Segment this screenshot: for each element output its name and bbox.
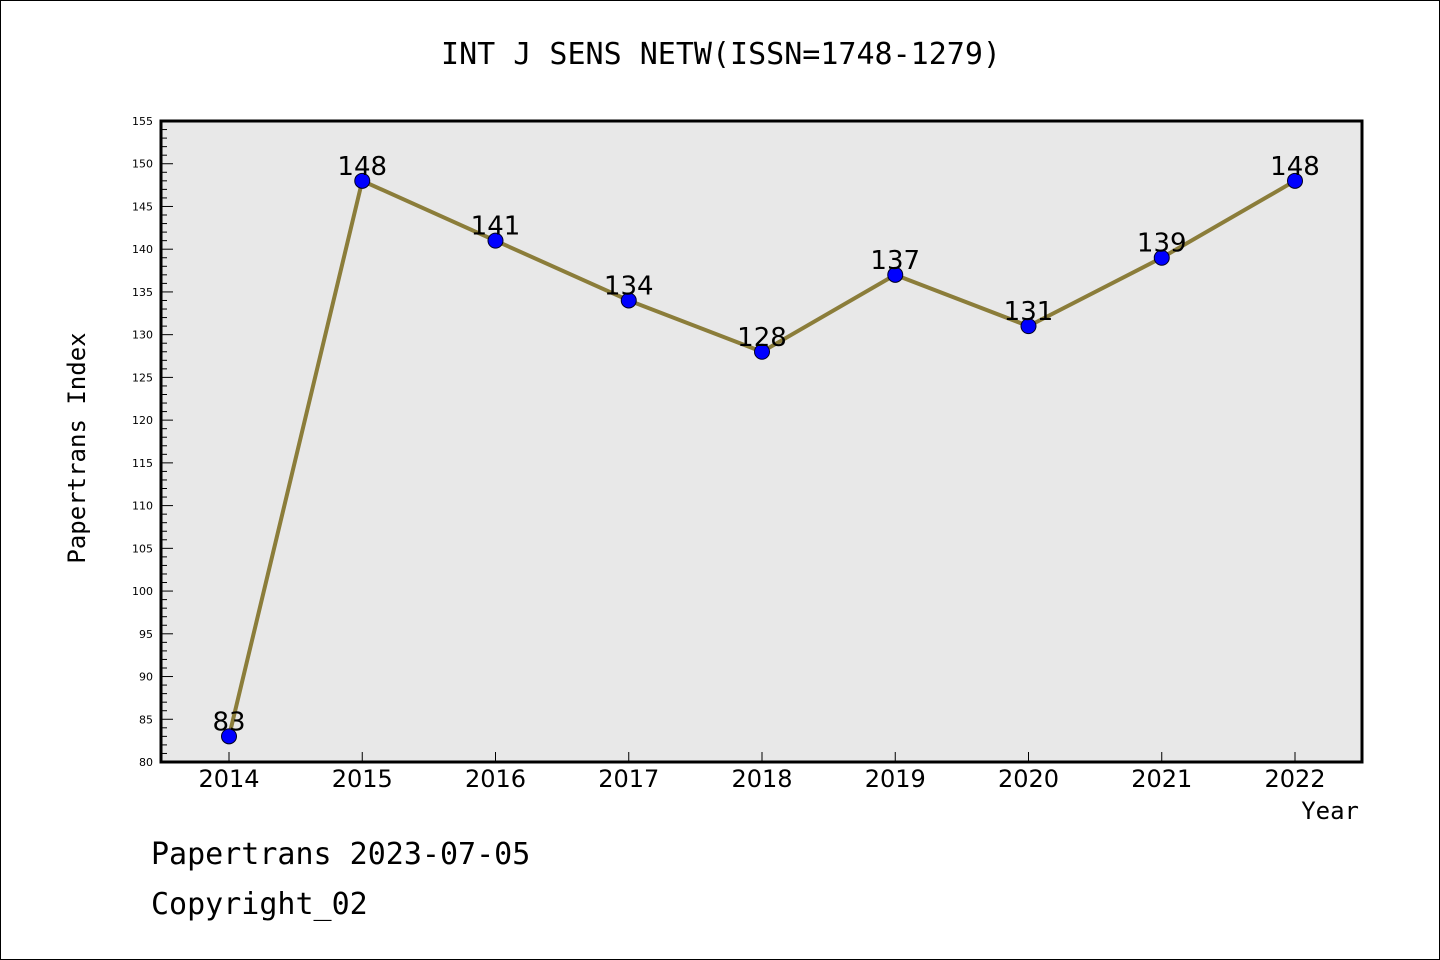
y-tick-label: 90 bbox=[139, 671, 153, 684]
footer-copyright: Copyright_02 bbox=[151, 887, 368, 922]
y-tick-label: 155 bbox=[132, 115, 153, 128]
x-tick-label: 2018 bbox=[731, 765, 792, 793]
y-tick-label: 125 bbox=[132, 371, 153, 384]
footer-date: Papertrans 2023-07-05 bbox=[151, 837, 531, 872]
y-tick-label: 100 bbox=[132, 585, 153, 598]
plot-background bbox=[161, 121, 1362, 762]
data-point bbox=[620, 292, 637, 309]
data-point bbox=[487, 232, 504, 249]
data-label: 128 bbox=[737, 323, 787, 353]
data-label: 148 bbox=[1270, 152, 1320, 182]
x-tick-label: 2016 bbox=[465, 765, 526, 793]
data-point bbox=[754, 343, 770, 360]
y-tick-label: 105 bbox=[132, 542, 153, 555]
data-label: 141 bbox=[471, 212, 521, 242]
y-tick-label: 150 bbox=[132, 158, 153, 171]
x-tick-label: 2015 bbox=[332, 765, 393, 793]
plot-border bbox=[159, 119, 1364, 764]
y-tick-label: 80 bbox=[139, 756, 153, 769]
data-label: 137 bbox=[870, 246, 920, 276]
data-point bbox=[1020, 318, 1037, 335]
data-label: 131 bbox=[1004, 297, 1054, 327]
data-point bbox=[1287, 172, 1303, 189]
data-label: 139 bbox=[1137, 229, 1187, 259]
data-point bbox=[221, 728, 237, 745]
data-point bbox=[887, 266, 904, 283]
y-tick-label: 140 bbox=[132, 243, 153, 256]
data-label: 83 bbox=[212, 707, 245, 737]
x-tick-label: 2020 bbox=[998, 765, 1059, 793]
x-tick-label: 2019 bbox=[865, 765, 926, 793]
x-axis-label: Year bbox=[1301, 797, 1359, 825]
y-tick-label: 145 bbox=[132, 200, 153, 213]
data-label: 148 bbox=[337, 152, 387, 182]
x-tick-label: 2014 bbox=[198, 765, 259, 793]
data-label: 134 bbox=[604, 271, 654, 301]
y-tick-label: 85 bbox=[139, 713, 153, 726]
y-tick-label: 130 bbox=[132, 329, 153, 342]
y-tick-label: 110 bbox=[132, 500, 153, 513]
data-point bbox=[1153, 249, 1170, 266]
y-tick-label: 95 bbox=[139, 628, 153, 641]
y-tick-label: 120 bbox=[132, 414, 153, 427]
x-tick-label: 2017 bbox=[598, 765, 659, 793]
x-tick-label: 2021 bbox=[1131, 765, 1192, 793]
x-tick-label: 2022 bbox=[1264, 765, 1325, 793]
data-point bbox=[354, 172, 371, 189]
y-tick-label: 135 bbox=[132, 286, 153, 299]
chart-title: INT J SENS NETW(ISSN=1748-1279) bbox=[441, 37, 1001, 72]
y-tick-label: 115 bbox=[132, 457, 153, 470]
